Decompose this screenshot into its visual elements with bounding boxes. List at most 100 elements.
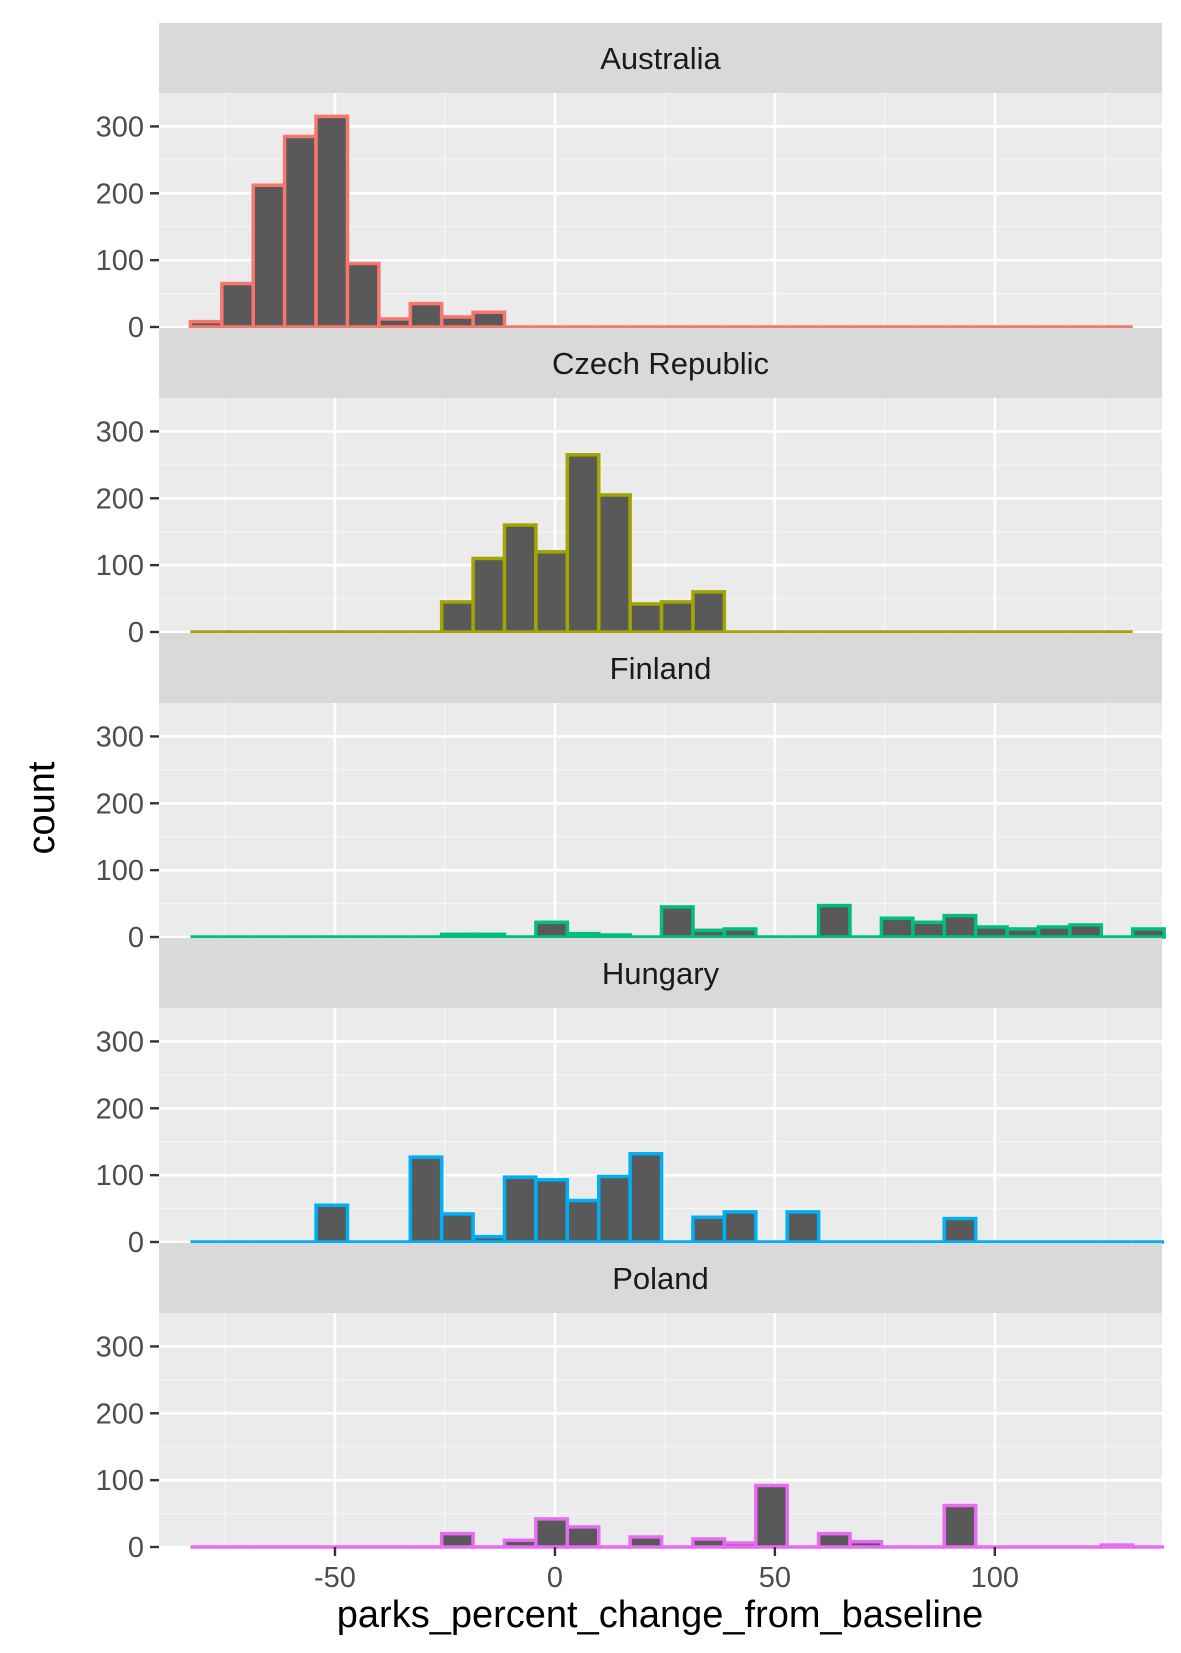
facet-strip [159, 633, 1162, 703]
histogram-bar [534, 1517, 570, 1549]
histogram-bar [345, 261, 381, 329]
facet-strip-label: Australia [600, 41, 721, 76]
histogram-bar [565, 931, 601, 939]
histogram-bar [408, 301, 444, 329]
panel-background [159, 703, 1162, 937]
facet-strip-label: Hungary [602, 956, 720, 991]
histogram-bar [565, 1198, 601, 1244]
histogram-bar [691, 928, 727, 939]
histogram-bar [722, 1541, 758, 1549]
histogram-bar [439, 932, 475, 939]
histogram-bar [596, 493, 632, 634]
histogram-bar [628, 1151, 664, 1244]
histogram-bar [659, 905, 695, 939]
facet-strip [159, 328, 1162, 398]
histogram-bar [1005, 927, 1041, 939]
histogram-bars [190, 1151, 1165, 1244]
histogram-bar [1068, 923, 1104, 939]
histogram-bar [785, 1210, 821, 1244]
x-tick-label: 50 [759, 1562, 791, 1594]
y-tick-label: 300 [96, 721, 144, 753]
histogram-bar [534, 920, 570, 939]
y-tick-label: 100 [96, 245, 144, 277]
histogram-bar [471, 1234, 507, 1244]
histogram-bar [942, 1216, 978, 1244]
histogram-bar [534, 1178, 570, 1244]
histogram-bar [879, 916, 915, 939]
histogram-bar [314, 1203, 350, 1244]
facet-strip [159, 938, 1162, 1008]
histogram-bar [188, 319, 224, 329]
y-tick-label: 300 [96, 416, 144, 448]
histogram-bar [973, 925, 1009, 939]
facet-australia: Australia 0 100 200 300 [96, 23, 1162, 344]
histogram-bar [816, 1531, 852, 1549]
histogram-bar [722, 1210, 758, 1244]
histogram-bar [439, 315, 475, 329]
y-axis-title: count [21, 761, 63, 854]
histogram-bar [628, 602, 664, 634]
histogram-bar [502, 1175, 538, 1244]
histogram-bar [220, 281, 255, 329]
facet-strip-label: Poland [612, 1261, 709, 1296]
histogram-bar [534, 550, 570, 634]
histogram-bars [190, 903, 1166, 939]
histogram-bar [439, 1212, 475, 1244]
histogram-bar [1099, 1543, 1135, 1549]
y-tick-label: 100 [96, 1465, 144, 1497]
y-tick-label: 200 [96, 788, 144, 820]
histogram-bar [408, 1155, 444, 1244]
histogram-bar [439, 600, 475, 634]
x-tick-label: -50 [314, 1562, 356, 1594]
histogram-bars [190, 453, 1133, 634]
histogram-bar [754, 1483, 789, 1549]
panel-background [159, 1313, 1162, 1547]
facet-czech-republic: Czech Republic 0 100 200 300 [96, 328, 1162, 649]
histogram-bars [188, 114, 1133, 329]
facet-poland: Poland 0 100 200 300 -50 0 50 100 [96, 1243, 1165, 1594]
y-tick-label: 200 [96, 1398, 144, 1430]
y-tick-label: 200 [96, 178, 144, 210]
facet-finland: Finland 0 100 200 300 [96, 633, 1166, 954]
histogram-bar [659, 600, 695, 634]
y-tick-label: 0 [128, 617, 144, 649]
histogram-bar [314, 114, 350, 329]
facet-strip [159, 1243, 1162, 1313]
histogram-bar [596, 933, 632, 939]
y-tick-label: 0 [128, 922, 144, 954]
histogram-bar [565, 453, 601, 634]
y-tick-label: 300 [96, 1026, 144, 1058]
y-tick-label: 0 [128, 1532, 144, 1564]
histogram-bar [691, 1215, 727, 1244]
x-tick-label: 0 [547, 1562, 563, 1594]
histogram-bar [439, 1531, 475, 1549]
y-tick-label: 0 [128, 312, 144, 344]
y-tick-label: 0 [128, 1227, 144, 1259]
y-tick-label: 300 [96, 111, 144, 143]
y-tick-label: 200 [96, 483, 144, 515]
histogram-bar [1036, 925, 1072, 939]
histogram-bar [1130, 927, 1166, 939]
histogram-bar [471, 556, 507, 634]
histogram-bar [377, 317, 413, 329]
histogram-bar [691, 590, 727, 634]
facet-hungary: Hungary 0 100 200 300 [96, 938, 1165, 1259]
facet-panels: Australia 0 100 200 300 Czech Republic 0 100 200… [96, 23, 1166, 1594]
histogram-bar [251, 183, 287, 329]
y-tick-label: 100 [96, 550, 144, 582]
histogram-bar [282, 134, 318, 329]
histogram-bar [691, 1537, 727, 1549]
facet-strip [159, 23, 1162, 93]
histogram-bars [190, 1483, 1165, 1549]
facet-strip-label: Czech Republic [552, 346, 769, 381]
facet-strip-label: Finland [610, 651, 712, 686]
x-tick-label: 100 [971, 1562, 1019, 1594]
y-tick-label: 300 [96, 1331, 144, 1363]
panel-background [159, 398, 1162, 632]
histogram-bar [596, 1174, 632, 1244]
histogram-bar [911, 920, 946, 939]
x-axis-title: parks_percent_change_from_baseline [337, 1594, 983, 1636]
y-tick-label: 100 [96, 855, 144, 887]
histogram-bar [942, 913, 978, 939]
